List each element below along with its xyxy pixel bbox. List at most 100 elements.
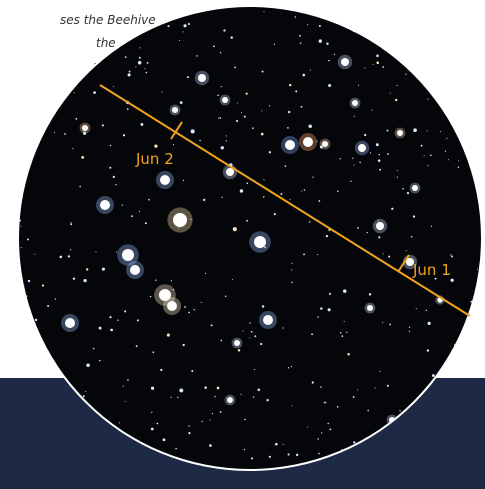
star: [85, 391, 86, 392]
star: [262, 71, 264, 73]
star: [364, 134, 366, 136]
star: [328, 84, 331, 87]
star: [191, 129, 195, 133]
star: [411, 236, 413, 238]
star: [113, 176, 115, 178]
star: [319, 25, 321, 27]
star: [396, 85, 397, 86]
star: [173, 144, 174, 145]
star: [328, 60, 329, 61]
star: [291, 269, 292, 270]
star: [318, 438, 319, 439]
star: [93, 91, 96, 94]
star: [198, 74, 206, 82]
star: [266, 399, 268, 401]
star: [451, 279, 454, 282]
star: [196, 55, 198, 57]
star: [127, 379, 129, 381]
star: [341, 58, 349, 66]
star: [262, 305, 264, 307]
star: [156, 423, 158, 425]
star: [155, 279, 156, 280]
star: [370, 152, 371, 153]
star: [326, 42, 328, 44]
star: [254, 236, 266, 248]
star: [461, 62, 463, 64]
star: [74, 92, 75, 93]
star: [478, 360, 479, 361]
star: [203, 199, 205, 201]
star: [458, 166, 459, 167]
star: [347, 353, 349, 355]
star: [303, 137, 313, 147]
star: [364, 68, 365, 69]
star: [220, 411, 222, 413]
star: [205, 273, 206, 274]
star: [382, 322, 383, 323]
star: [324, 402, 326, 404]
star: [426, 310, 427, 311]
star: [213, 45, 215, 47]
star: [283, 444, 284, 445]
star: [124, 310, 126, 312]
star: [131, 215, 133, 217]
star: [269, 151, 271, 153]
star: [167, 301, 177, 311]
star: [354, 116, 355, 117]
star: [407, 192, 409, 194]
star: [188, 425, 189, 426]
star: [227, 397, 233, 403]
star: [240, 394, 241, 395]
star: [376, 222, 384, 230]
star: [340, 158, 341, 159]
star: [194, 309, 195, 310]
star: [415, 19, 417, 21]
star: [116, 251, 117, 252]
star: [20, 225, 21, 226]
star: [387, 130, 389, 132]
star: [211, 324, 213, 326]
star: [263, 11, 264, 12]
star: [221, 86, 222, 87]
star: [261, 110, 262, 111]
star: [369, 293, 371, 295]
star: [152, 351, 154, 353]
star: [470, 301, 472, 303]
star: [144, 68, 145, 69]
star: [320, 386, 322, 388]
star: [146, 72, 148, 74]
star: [168, 25, 170, 27]
star: [123, 134, 125, 136]
star: [354, 165, 355, 166]
star: [477, 269, 478, 270]
star: [288, 453, 290, 455]
star: [445, 40, 448, 43]
star: [412, 185, 418, 191]
star: [344, 321, 345, 322]
star: [244, 116, 246, 118]
star: [304, 189, 306, 191]
star: [151, 412, 152, 413]
star: [119, 422, 120, 423]
star: [243, 331, 244, 332]
star: [99, 360, 101, 362]
star: [337, 190, 339, 192]
star: [320, 307, 322, 309]
star: [109, 167, 111, 169]
star: [430, 155, 432, 157]
star: [249, 337, 250, 338]
star: [301, 106, 303, 108]
star: [177, 397, 178, 398]
star: [246, 93, 248, 95]
star: [317, 316, 318, 317]
star: [288, 367, 289, 368]
star: [214, 396, 215, 397]
star: [379, 154, 380, 155]
star: [450, 368, 451, 369]
star: [397, 130, 403, 136]
star: [55, 67, 57, 69]
star: [431, 226, 432, 227]
star: [230, 36, 232, 38]
star: [472, 7, 474, 9]
star: [357, 389, 358, 390]
